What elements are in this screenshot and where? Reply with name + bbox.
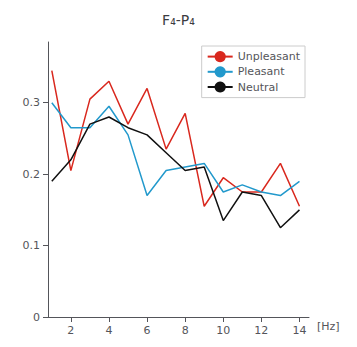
svg-text:6: 6 — [144, 324, 151, 337]
svg-text:14: 14 — [292, 324, 306, 337]
svg-text:[Hz]: [Hz] — [317, 320, 340, 333]
svg-text:Pleasant: Pleasant — [238, 65, 286, 78]
svg-text:F₄-P₄: F₄-P₄ — [162, 12, 195, 28]
svg-text:4: 4 — [105, 324, 112, 337]
svg-text:0.3: 0.3 — [23, 96, 41, 109]
svg-text:2: 2 — [67, 324, 74, 337]
svg-text:0.1: 0.1 — [23, 239, 41, 252]
svg-text:Unpleasant: Unpleasant — [238, 50, 301, 63]
svg-text:10: 10 — [216, 324, 230, 337]
svg-text:0: 0 — [33, 311, 40, 324]
svg-text:8: 8 — [182, 324, 189, 337]
svg-text:12: 12 — [254, 324, 268, 337]
svg-text:0.2: 0.2 — [23, 168, 41, 181]
svg-text:Neutral: Neutral — [238, 81, 279, 94]
